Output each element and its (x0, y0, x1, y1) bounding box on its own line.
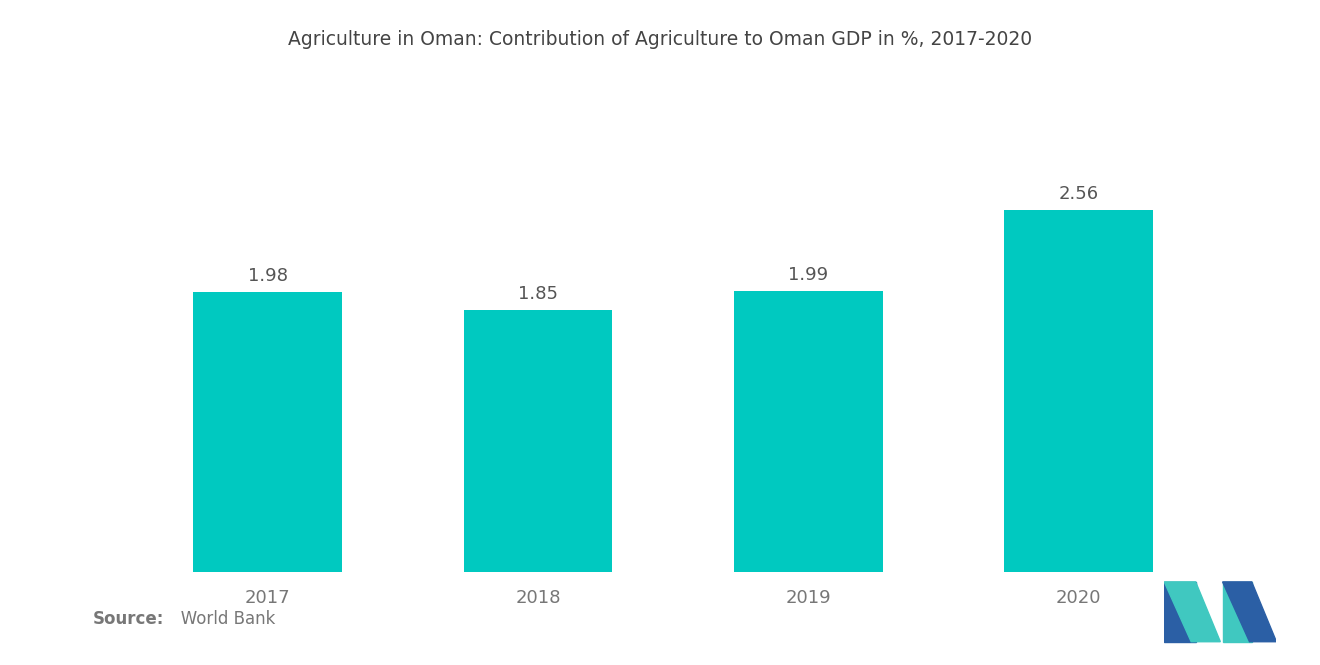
Text: Source:   World Bank: Source: World Bank (92, 610, 265, 628)
Polygon shape (1164, 582, 1221, 642)
Text: 1.85: 1.85 (517, 285, 558, 303)
Polygon shape (1222, 582, 1276, 642)
Text: World Bank: World Bank (165, 610, 276, 628)
Bar (463, 311, 612, 572)
Text: 2.56: 2.56 (1059, 185, 1098, 203)
Text: Agriculture in Oman: Contribution of Agriculture to Oman GDP in %, 2017-2020: Agriculture in Oman: Contribution of Agr… (288, 30, 1032, 49)
Text: 1.98: 1.98 (248, 267, 288, 285)
Polygon shape (1164, 582, 1196, 642)
Bar (194, 292, 342, 572)
Text: 1.99: 1.99 (788, 265, 829, 283)
Polygon shape (1222, 582, 1251, 642)
Bar (1005, 210, 1152, 572)
Bar (734, 291, 883, 572)
Text: Source:: Source: (92, 610, 164, 628)
